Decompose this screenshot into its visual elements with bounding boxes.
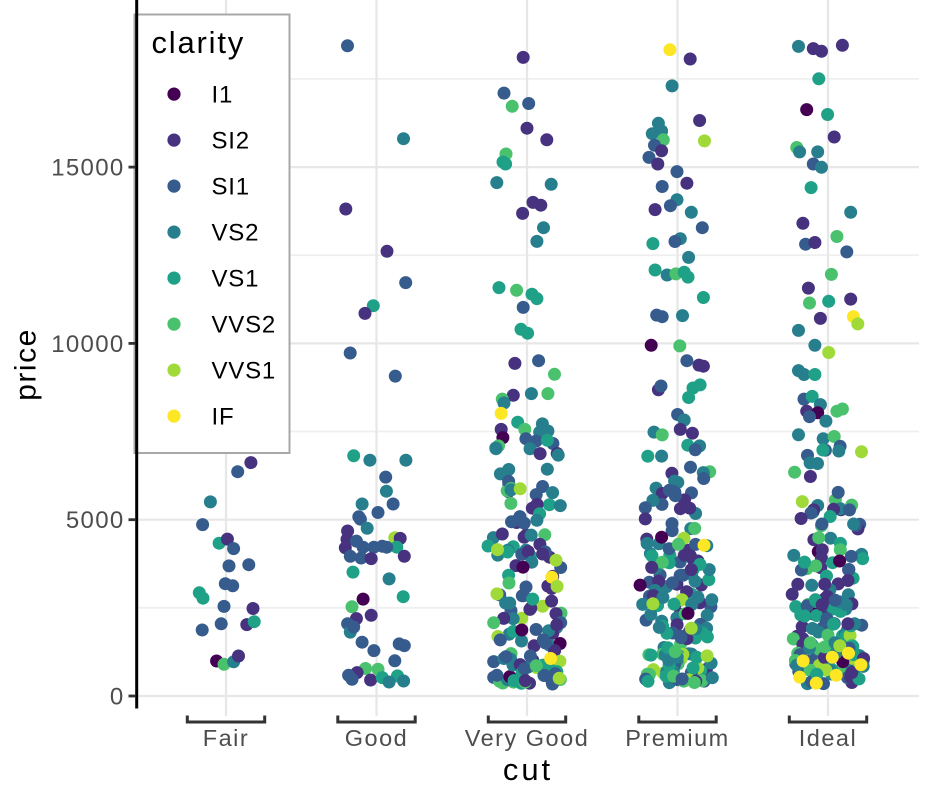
svg-text:SI1: SI1 <box>212 174 250 201</box>
svg-text:cut: cut <box>503 752 553 787</box>
svg-text:VS2: VS2 <box>212 220 260 247</box>
svg-text:10000: 10000 <box>51 331 124 358</box>
svg-text:Very Good: Very Good <box>465 725 590 751</box>
svg-text:I1: I1 <box>212 82 234 109</box>
svg-text:Fair: Fair <box>203 725 249 751</box>
svg-text:5000: 5000 <box>66 507 125 534</box>
svg-text:SI2: SI2 <box>212 128 250 155</box>
svg-text:VS1: VS1 <box>212 266 260 293</box>
svg-text:0: 0 <box>110 684 125 711</box>
svg-text:15000: 15000 <box>51 155 124 182</box>
svg-text:Ideal: Ideal <box>799 725 857 751</box>
svg-text:Good: Good <box>345 725 409 751</box>
svg-text:VVS2: VVS2 <box>212 312 277 339</box>
svg-text:VVS1: VVS1 <box>212 358 277 385</box>
svg-text:IF: IF <box>212 404 235 431</box>
svg-text:price: price <box>10 328 43 401</box>
svg-text:clarity: clarity <box>152 25 246 60</box>
svg-text:Premium: Premium <box>625 725 730 751</box>
